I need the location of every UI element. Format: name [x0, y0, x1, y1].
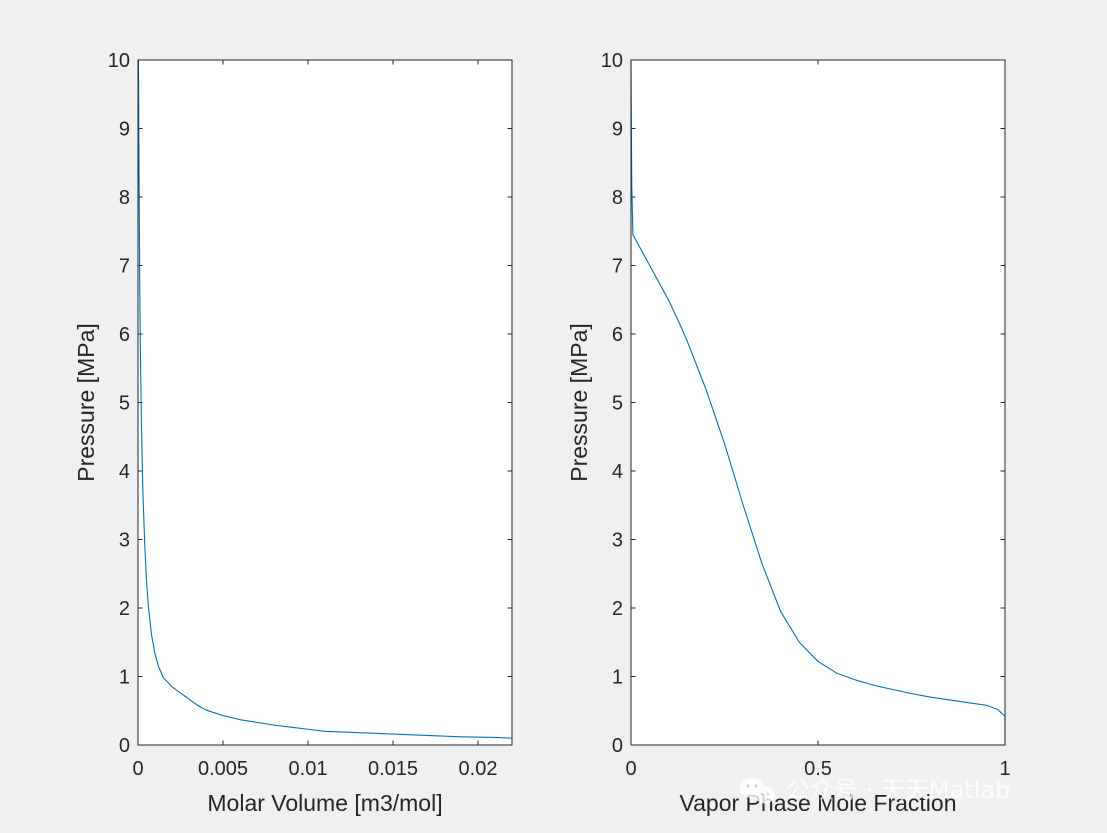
x-tick-label: 0 — [625, 758, 636, 780]
x-axis-label: Vapor Phase Mole Fraction — [680, 790, 957, 816]
y-tick-label: 5 — [612, 393, 623, 415]
y-axis-label: Pressure [MPa] — [73, 323, 99, 482]
x-tick-label: 0.005 — [198, 758, 248, 780]
y-tick-label: 1 — [119, 667, 130, 689]
y-tick-label: 7 — [612, 256, 623, 278]
y-tick-label: 3 — [119, 530, 130, 552]
y-tick-label: 6 — [612, 324, 623, 346]
plot-area — [138, 60, 512, 745]
plot-area — [631, 60, 1005, 745]
x-tick-label: 0.02 — [459, 758, 498, 780]
y-tick-label: 1 — [612, 667, 623, 689]
y-tick-label: 4 — [119, 461, 130, 483]
left-subplot: 0 1 2 3 4 5 6 7 8 9 10 0 0.005 0.01 0.015 0.02 Molar Vol… — [73, 50, 513, 816]
right-subplot: 0 1 2 3 4 5 6 7 8 9 10 0 0.5 1 Vapor Phase Mole Fracti… — [566, 50, 1011, 816]
y-axis-label: Pressure [MPa] — [566, 323, 592, 482]
watermark-text: 公众号 · 天天Matlab — [786, 776, 1010, 804]
y-tick-label: 0 — [119, 735, 130, 757]
y-tick-label: 10 — [601, 50, 623, 72]
y-tick-label: 0 — [612, 735, 623, 757]
y-tick-label: 10 — [108, 50, 130, 72]
y-tick-label: 6 — [119, 324, 130, 346]
y-tick-label: 5 — [119, 393, 130, 415]
y-tick-label: 3 — [612, 530, 623, 552]
x-tick-label: 0.5 — [804, 758, 832, 780]
x-tick-label: 0 — [132, 758, 143, 780]
x-tick-label: 0.01 — [289, 758, 328, 780]
y-tick-label: 2 — [612, 598, 623, 620]
y-tick-label: 2 — [119, 598, 130, 620]
watermark: 公众号 · 天天Matlab — [740, 776, 1010, 804]
x-tick-label: 0.015 — [368, 758, 418, 780]
x-axis-label: Molar Volume [m3/mol] — [207, 790, 442, 816]
y-tick-label: 7 — [119, 256, 130, 278]
axes-box — [137, 59, 513, 746]
y-tick-label: 9 — [119, 119, 130, 141]
x-tick-label: 1 — [999, 758, 1010, 780]
y-tick-label: 9 — [612, 119, 623, 141]
y-tick-label: 8 — [612, 187, 623, 209]
wechat-icon — [740, 778, 775, 804]
y-tick-label: 8 — [119, 187, 130, 209]
axes-box — [630, 59, 1006, 746]
series-line-0 — [630, 59, 1006, 745]
y-tick-label: 4 — [612, 461, 623, 483]
series-line-0 — [137, 59, 513, 739]
